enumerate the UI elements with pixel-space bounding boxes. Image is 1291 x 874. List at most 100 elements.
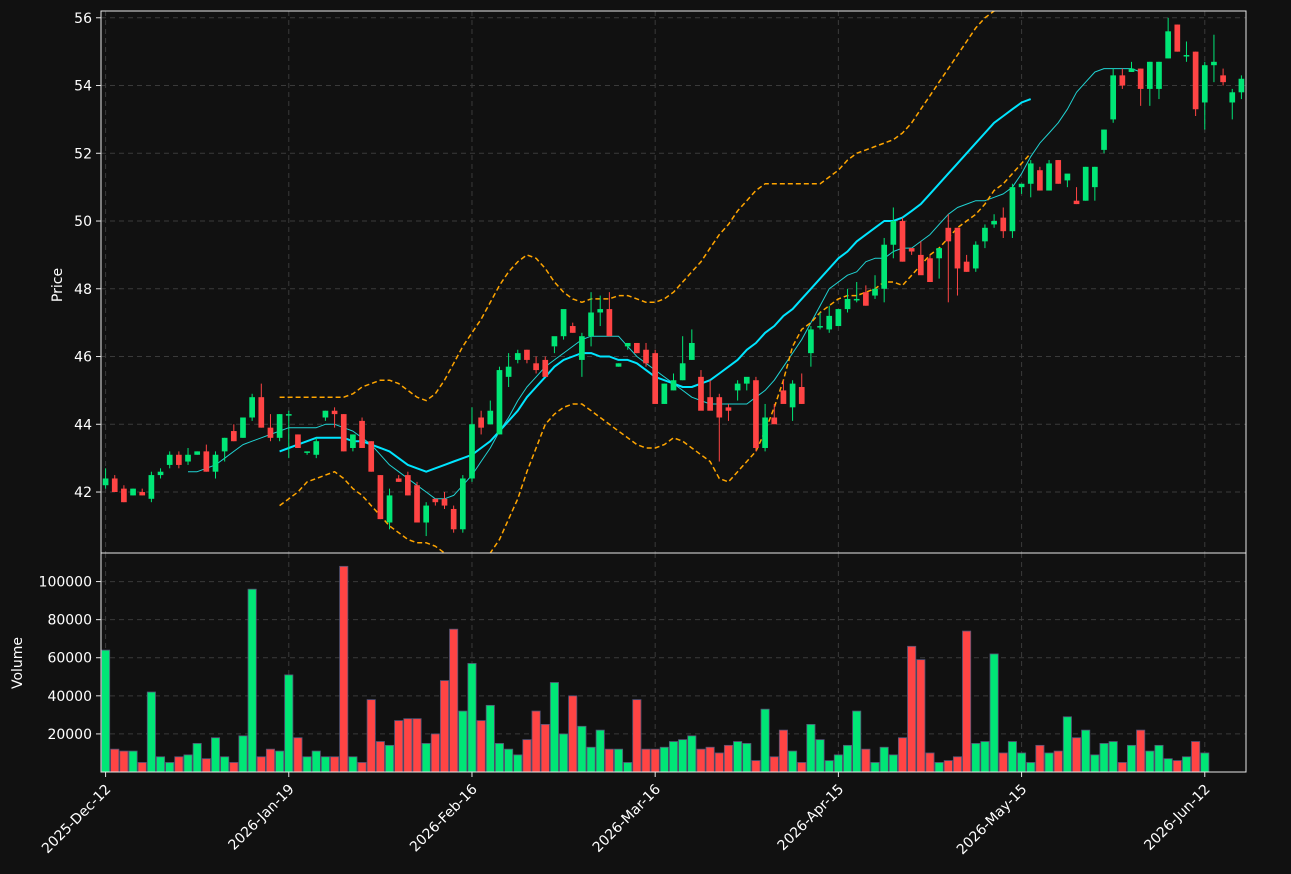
volume-bar [1154,744,1164,772]
volume-bar [888,754,898,772]
volume-bar [174,756,184,772]
volume-bar [110,748,120,772]
candle [487,400,494,425]
volume-bar [247,588,257,772]
candle-body [670,380,677,391]
x-tick-label: 2026-Jan-19 [226,782,298,854]
volume-bar [852,710,862,772]
candle-body [624,342,631,347]
volume-bar [1072,737,1082,772]
candle-body [1101,129,1107,150]
candle-body [295,434,301,448]
volume-bar [293,737,303,772]
candle [991,214,997,228]
candle [1137,68,1144,106]
candle [148,471,155,503]
candle-body [1220,75,1226,83]
candle [688,329,695,360]
candle-body [569,326,576,333]
volume-bar [1181,756,1191,772]
x-tick-label: 2026-May-15 [954,782,1031,859]
candle-body [908,248,915,252]
volume-bar [366,699,376,772]
volume-bar [137,762,147,772]
candle [514,349,521,364]
candle [1183,41,1190,62]
volume-bar [339,565,349,772]
volume-bar [861,748,871,772]
candle [359,417,365,448]
candle-body [1092,166,1098,188]
candle [1165,17,1171,59]
volume-y-tick-label: 20000 [47,727,92,743]
candle-body [478,417,484,428]
volume-bar [485,704,495,772]
candle-body [230,431,237,442]
price-panel-frame [100,10,1247,554]
volume-bar [128,750,138,772]
candle-body [634,342,640,354]
candle [1064,173,1071,188]
volume-bar [650,748,660,772]
candle [945,214,952,303]
candle-body [661,383,668,404]
candle-body [194,451,201,455]
volume-bar [1145,750,1155,772]
candle-body [469,424,475,479]
volume-bar [1081,729,1091,772]
volume-bar [238,735,248,772]
volume-bar [494,743,504,772]
candle-body [780,390,787,404]
candle [780,380,787,404]
candle-body [835,309,842,327]
candle [734,380,741,401]
candle [505,353,512,388]
volume-bar [559,733,569,772]
candle-body [276,414,283,438]
candle [1055,160,1062,184]
volume-bar [412,718,422,772]
candle-body [1156,61,1162,89]
volume-bar [1017,752,1027,772]
volume-y-tick-label: 60000 [47,651,92,667]
candle [634,342,640,354]
candle [350,434,356,452]
candle-body [1082,166,1089,201]
volume-bar [430,733,440,772]
volume-axis-title: Volume [10,637,26,689]
candle-body [579,336,585,360]
volume-bar [156,756,166,772]
candle-body [176,454,182,465]
candle [881,237,888,303]
candle [789,380,796,421]
candle-body [899,221,906,262]
candle [817,312,823,330]
candle-body [588,312,594,337]
volume-bar [531,710,541,772]
candle-body [826,315,833,330]
candle-body [798,387,805,404]
candle [267,414,274,442]
price-axis-title: Price [50,268,66,302]
candle [130,488,136,496]
candle [450,505,457,533]
volume-panel-frame [100,552,1247,773]
candle [377,475,384,520]
candle-body [395,478,402,482]
candle [798,373,805,404]
candle [1000,207,1007,238]
price-panel: 42 44 46 48 50 52 54 56 Price [50,10,1247,554]
candle-body [166,454,173,465]
candle [386,488,393,530]
volume-bar [824,760,834,772]
candle [560,309,567,340]
volume-bar [1126,744,1137,772]
volume-bar [348,756,358,772]
candle-body [111,478,118,493]
candle-body [1064,173,1071,181]
candle-body [1027,163,1034,184]
volume-bar [659,746,669,772]
candle [432,498,439,506]
volume-bar [1200,752,1210,772]
volume-bar [1007,741,1017,772]
